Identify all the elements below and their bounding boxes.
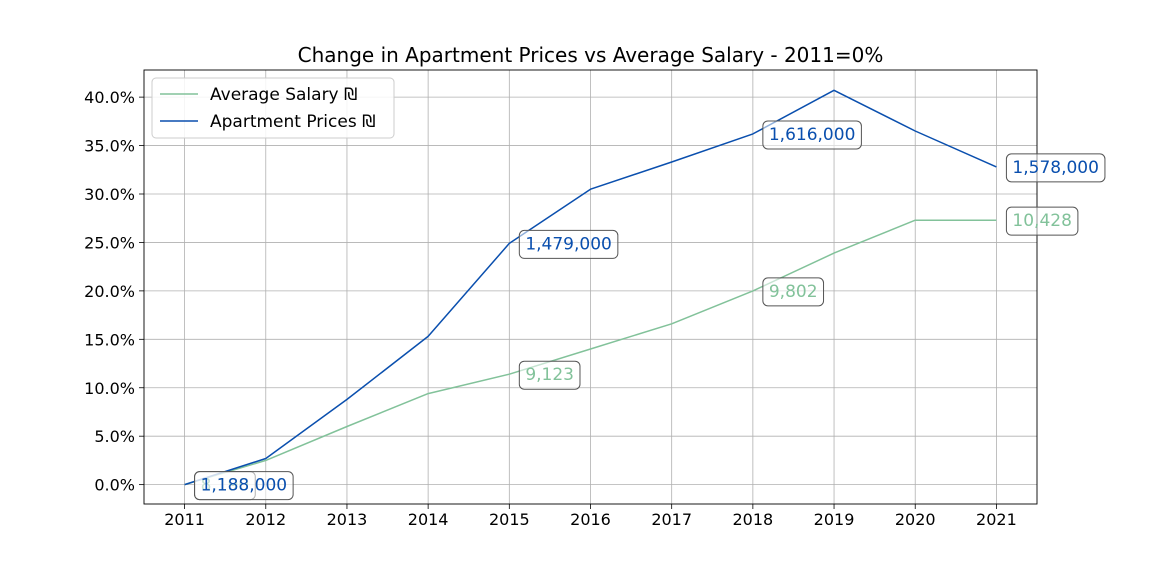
data-label-text: 1,479,000 [525, 234, 612, 254]
data-label: 1,479,000 [518, 229, 619, 259]
data-label-box [518, 360, 581, 390]
data-label: 10,428 [1005, 206, 1079, 236]
data-label-text: 1,578,000 [1012, 158, 1099, 178]
x-tick-label: 2019 [814, 510, 855, 529]
data-annotations: 8,1909,1239,80210,4281,188,0001,479,0001… [194, 120, 1106, 501]
y-tick-label: 40.0% [84, 88, 135, 107]
data-label-text: 9,802 [769, 282, 818, 302]
legend: Average Salary ₪ Apartment Prices ₪ [151, 77, 395, 139]
data-label: 9,123 [518, 360, 581, 390]
chart-title: Change in Apartment Prices vs Average Sa… [298, 43, 884, 67]
x-tick-label: 2014 [408, 510, 449, 529]
data-label-box [1005, 206, 1079, 236]
y-tick-label: 15.0% [84, 330, 135, 349]
axes: 2011 2012 2013 2014 2015 2016 2017 2018 2019 2020… [84, 69, 1038, 529]
y-tick-label: 20.0% [84, 282, 135, 301]
y-tick-label: 25.0% [84, 233, 135, 252]
series-line [184, 219, 997, 486]
series-lines [184, 89, 997, 486]
legend-box [151, 77, 395, 139]
data-label: 1,616,000 [762, 120, 862, 150]
data-label-box [518, 229, 619, 259]
y-tick-label: 35.0% [84, 137, 135, 156]
x-tick-label: 2020 [895, 510, 936, 529]
y-tick-label: 30.0% [84, 185, 135, 204]
data-label-text: 10,428 [1012, 211, 1071, 231]
data-label-text: 1,188,000 [201, 476, 288, 496]
data-label-text: 1,616,000 [769, 125, 856, 145]
data-label-box [762, 120, 862, 150]
data-label: 1,578,000 [1005, 153, 1106, 183]
x-tick-label: 2018 [733, 510, 774, 529]
x-tick-label: 2017 [651, 510, 692, 529]
y-tick-label: 5.0% [94, 427, 135, 446]
data-label-box [1005, 153, 1106, 183]
legend-label: Average Salary ₪ [210, 85, 357, 105]
data-label-box [194, 471, 294, 501]
x-tick-label: 2013 [327, 510, 368, 529]
data-label: 1,188,000 [194, 471, 294, 501]
data-label-text: 9,123 [525, 365, 574, 385]
x-tick-label: 2012 [245, 510, 286, 529]
plot-frame [143, 69, 1038, 505]
x-tick-label: 2021 [976, 510, 1017, 529]
legend-label: Apartment Prices ₪ [210, 112, 375, 132]
y-tick-label: 0.0% [94, 476, 135, 495]
data-label: 9,802 [762, 277, 825, 307]
x-tick-label: 2015 [489, 510, 530, 529]
x-tick-label: 2016 [570, 510, 611, 529]
series-line [184, 89, 997, 486]
x-tick-label: 2011 [164, 510, 205, 529]
y-tick-label: 10.0% [84, 379, 135, 398]
data-label-box [762, 277, 825, 307]
